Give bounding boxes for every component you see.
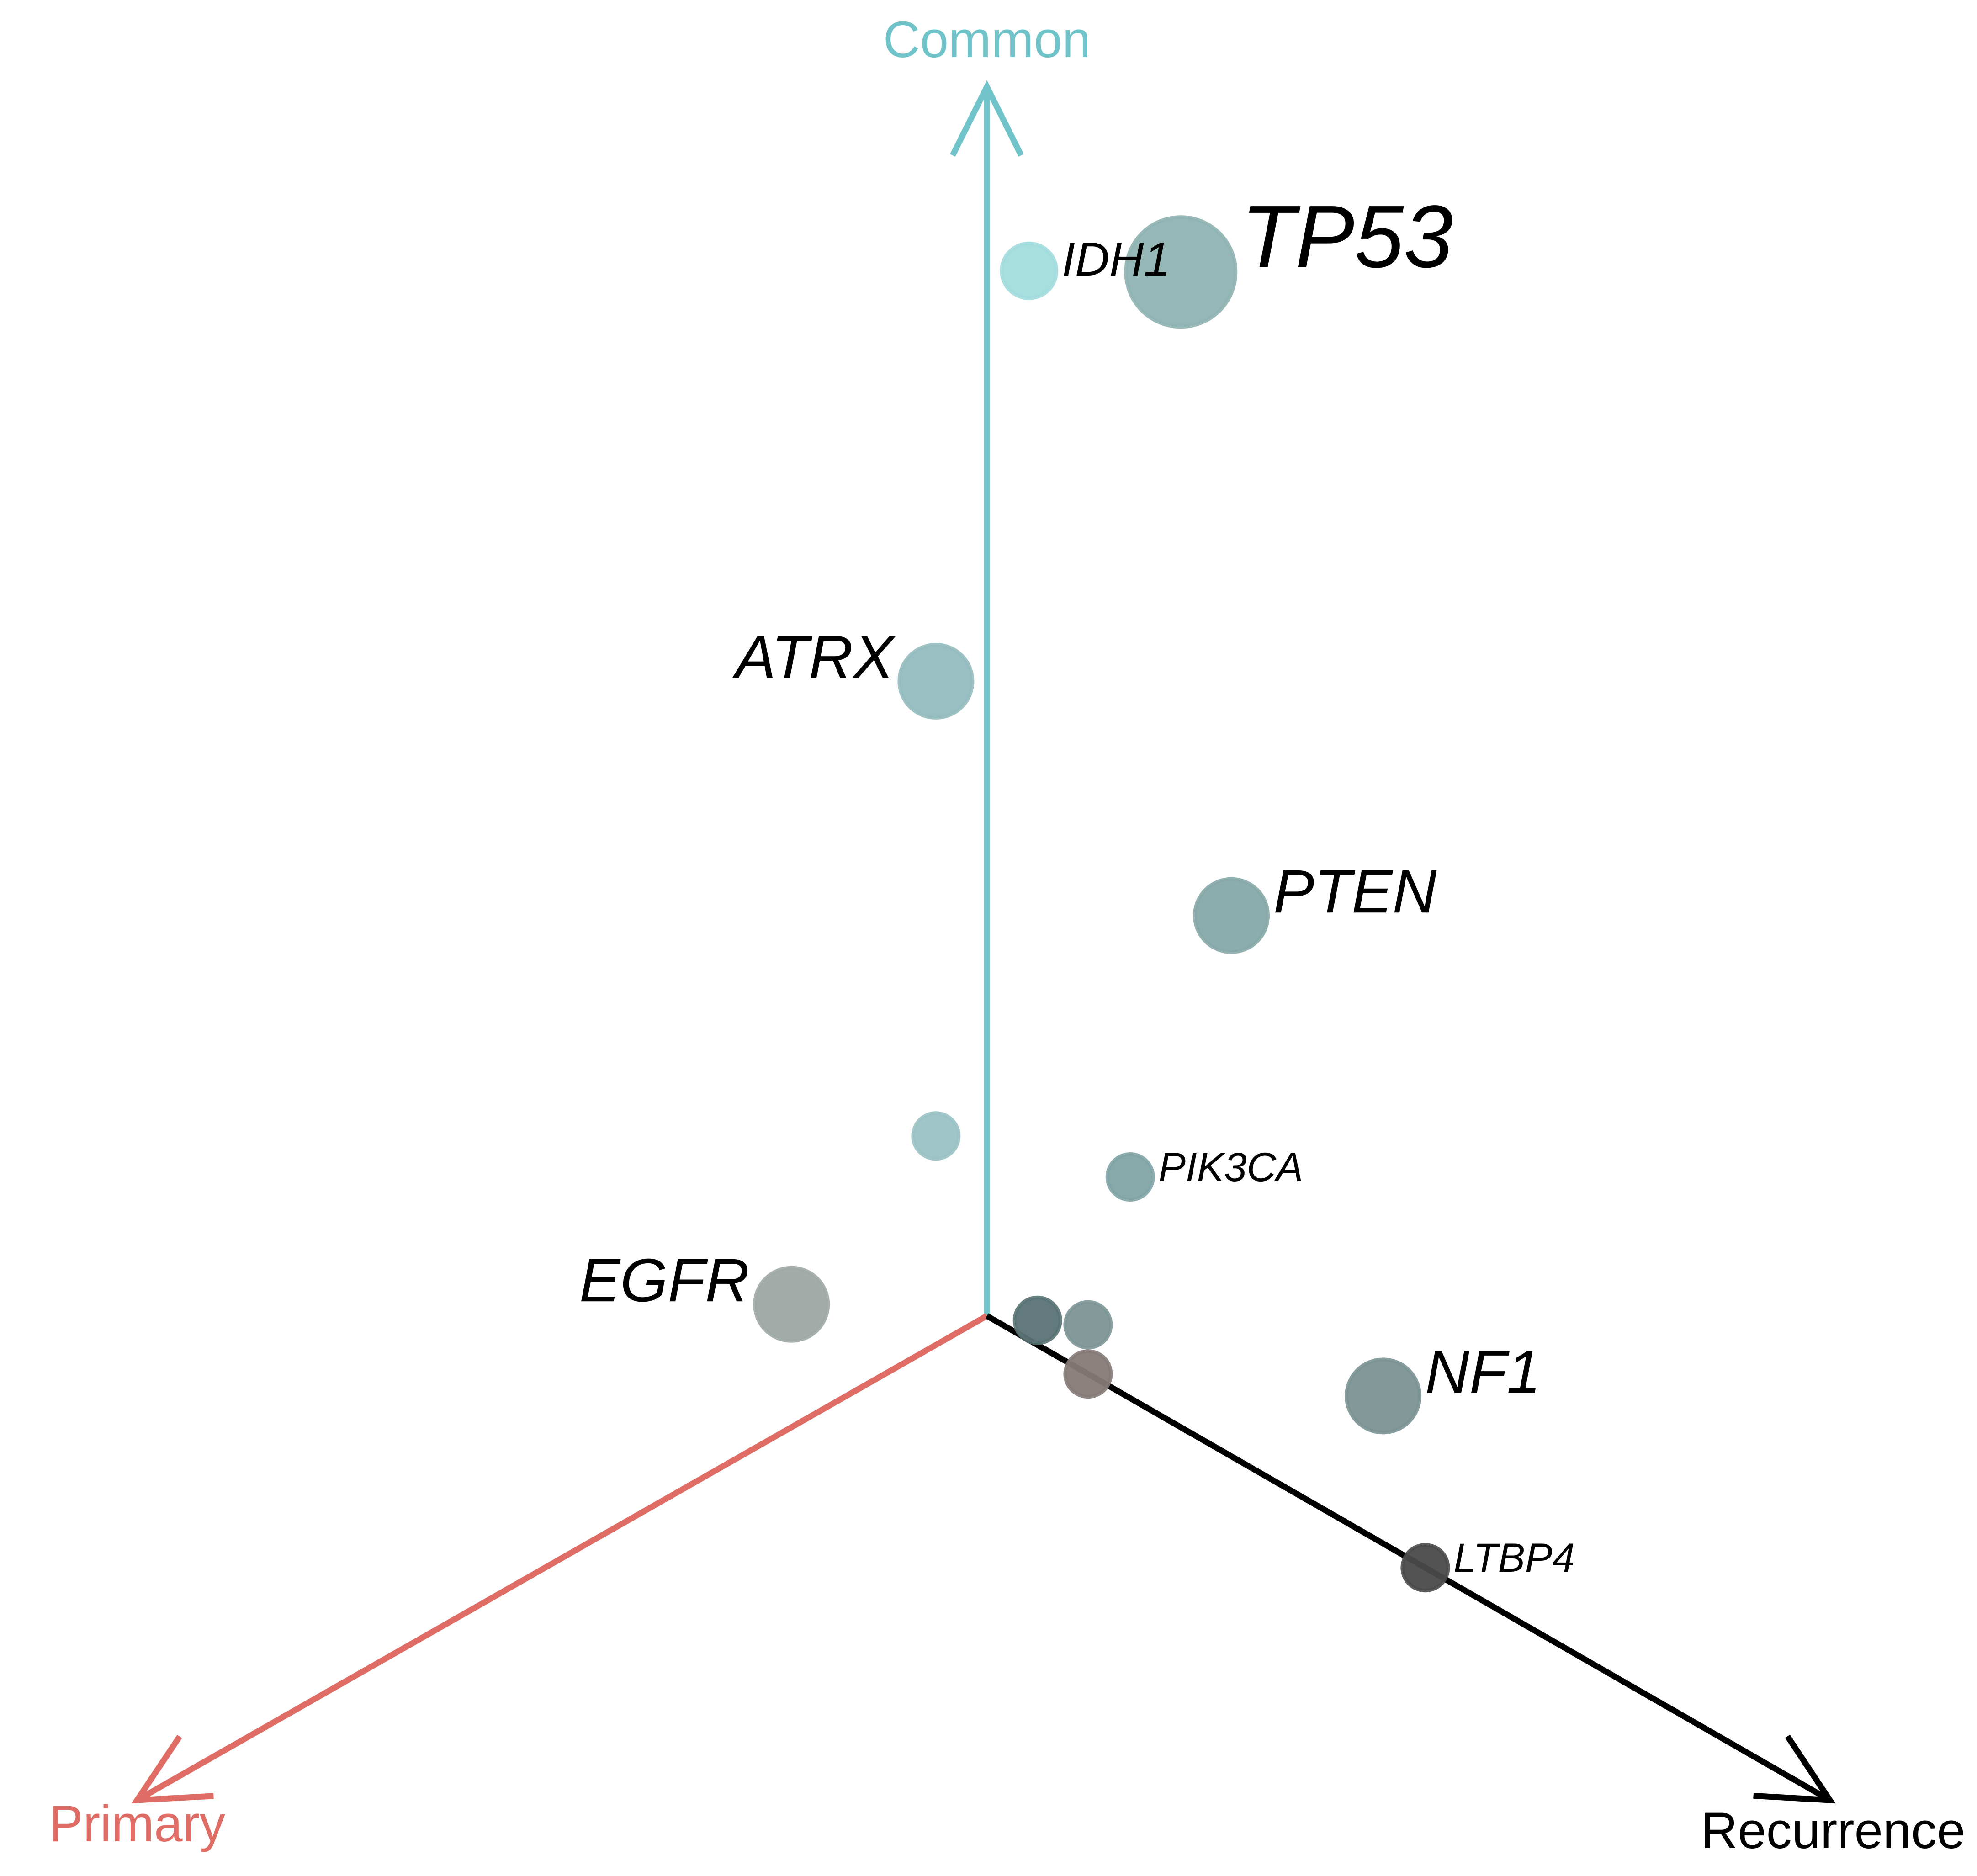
point-pik3ca [1105, 1152, 1155, 1202]
axis-label-recurrence: Recurrence [1701, 1802, 1966, 1859]
point-label-pten: PTEN [1273, 858, 1437, 926]
axis-arrowhead-common [950, 80, 1024, 157]
data-points [753, 215, 1450, 1593]
point-pten [1193, 877, 1270, 954]
axis-label-primary: Primary [49, 1795, 225, 1852]
point-label-egfr: EGFR [579, 1246, 749, 1314]
point-nf1 [1345, 1357, 1422, 1435]
axis-line-primary [135, 1313, 989, 1803]
point-unlabeled-10 [1063, 1349, 1113, 1399]
point-idh1 [1000, 241, 1059, 300]
point-label-ltbp4: LTBP4 [1453, 1535, 1574, 1580]
axis-arrowhead-recurrence [1753, 1734, 1836, 1804]
point-unlabeled-8 [1063, 1300, 1113, 1350]
point-label-nf1: NF1 [1425, 1338, 1541, 1406]
point-ltbp4 [1400, 1543, 1450, 1593]
point-egfr [753, 1266, 830, 1343]
axis-arrowhead-primary [131, 1734, 214, 1804]
point-labels: TP53 IDH1 ATRX PTEN PIK3CA EGFR NF1 LTBP4 [579, 187, 1575, 1581]
point-atrx [897, 643, 975, 720]
point-unlabeled-5 [911, 1111, 961, 1161]
point-unlabeled-9 [1012, 1295, 1062, 1345]
point-tp53 [1124, 215, 1238, 329]
axes [131, 80, 1836, 1804]
point-label-idh1: IDH1 [1062, 233, 1170, 286]
point-label-tp53: TP53 [1241, 187, 1453, 286]
point-label-atrx: ATRX [732, 623, 896, 691]
point-label-pik3ca: PIK3CA [1159, 1144, 1304, 1190]
axis-label-common: Common [883, 11, 1091, 68]
